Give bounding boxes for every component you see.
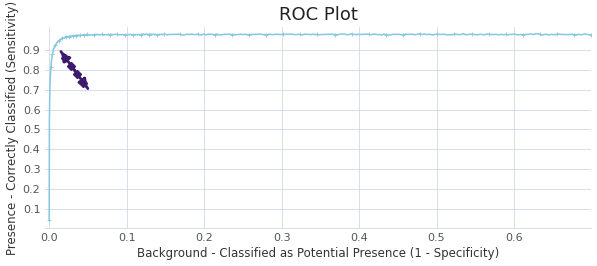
Title: ROC Plot: ROC Plot — [279, 6, 358, 24]
X-axis label: Background - Classified as Potential Presence (1 - Specificity): Background - Classified as Potential Pre… — [137, 247, 500, 260]
Y-axis label: Presence - Correctly Classified (Sensitivity): Presence - Correctly Classified (Sensiti… — [5, 0, 19, 255]
